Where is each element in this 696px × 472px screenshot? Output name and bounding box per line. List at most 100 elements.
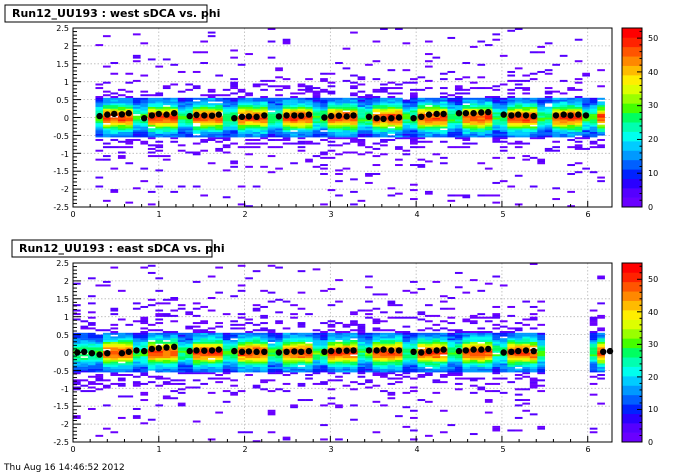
heatmap-cell	[177, 404, 186, 407]
heatmap-cell	[95, 370, 104, 373]
heatmap-cell	[597, 180, 605, 183]
heatmap-cell	[117, 416, 126, 419]
heatmap-cell	[537, 336, 546, 339]
heatmap-cell	[522, 122, 531, 125]
heatmap-cell	[327, 130, 336, 133]
heatmap-cell	[230, 110, 238, 113]
heatmap-cell	[447, 341, 456, 344]
heatmap-cell	[245, 121, 253, 124]
heatmap-cell	[117, 130, 126, 133]
heatmap-cell	[439, 119, 448, 122]
heatmap-cell	[417, 99, 426, 102]
heatmap-cell	[372, 155, 381, 158]
heatmap-cell	[282, 137, 291, 140]
heatmap-cell	[125, 142, 134, 145]
heatmap-cell	[567, 133, 575, 136]
heatmap-cell	[492, 124, 501, 127]
heatmap-cell	[312, 97, 321, 100]
heatmap-cell	[177, 130, 186, 133]
heatmap-cell	[589, 347, 598, 350]
heatmap-cell	[192, 70, 201, 73]
heatmap-cell	[380, 133, 388, 136]
east-xtick-label-2: 2	[242, 445, 247, 454]
heatmap-cell	[357, 108, 366, 111]
heatmap-cell	[222, 144, 231, 147]
heatmap-cell	[380, 124, 388, 127]
heatmap-cell	[147, 365, 156, 368]
heatmap-cell	[589, 106, 598, 109]
heatmap-cell	[320, 110, 328, 113]
heatmap-cell	[402, 104, 411, 107]
profile-marker	[335, 347, 343, 354]
heatmap-cell	[312, 108, 321, 111]
heatmap-cell	[215, 334, 223, 337]
heatmap-cell	[387, 103, 396, 106]
heatmap-cell	[155, 94, 164, 97]
heatmap-cell	[365, 112, 373, 115]
heatmap-cell	[447, 347, 456, 350]
heatmap-cell	[507, 343, 516, 346]
heatmap-cell	[537, 366, 546, 369]
heatmap-cell	[484, 121, 493, 124]
heatmap-cell	[402, 391, 411, 394]
heatmap-cell	[297, 325, 306, 328]
profile-marker	[193, 111, 200, 119]
heatmap-cell	[387, 336, 396, 339]
heatmap-cell	[372, 172, 381, 175]
heatmap-cell	[477, 338, 486, 341]
heatmap-cell	[275, 131, 283, 134]
heatmap-cell	[312, 133, 321, 136]
profile-marker	[440, 346, 447, 353]
heatmap-cell	[305, 126, 313, 129]
heatmap-cell	[185, 130, 194, 133]
heatmap-cell	[312, 112, 321, 115]
heatmap-cell	[73, 334, 81, 337]
heatmap-cell	[140, 359, 149, 362]
heatmap-cell	[147, 58, 156, 61]
heatmap-cell	[237, 345, 246, 348]
heatmap-cell	[222, 339, 231, 342]
heatmap-cell	[290, 128, 298, 131]
heatmap-cell	[357, 357, 366, 360]
east-color-palette	[622, 263, 642, 443]
heatmap-cell	[410, 97, 418, 100]
heatmap-cell	[95, 126, 104, 129]
heatmap-cell	[252, 368, 261, 371]
heatmap-cell	[499, 331, 508, 334]
heatmap-cell	[237, 316, 246, 319]
heatmap-cell	[589, 112, 598, 115]
profile-marker	[343, 347, 350, 354]
heatmap-cell	[312, 356, 321, 359]
heatmap-cell	[342, 124, 351, 127]
heatmap-cell	[410, 357, 418, 360]
heatmap-cell	[529, 313, 538, 316]
heatmap-cell	[335, 137, 343, 140]
heatmap-cell	[507, 356, 516, 359]
heatmap-cell	[305, 345, 313, 348]
heatmap-cell	[499, 140, 508, 143]
heatmap-cell	[417, 76, 426, 79]
heatmap-cell	[102, 90, 111, 93]
heatmap-cell	[147, 418, 156, 421]
heatmap-cell	[417, 158, 426, 161]
heatmap-cell	[132, 407, 141, 410]
heatmap-cell	[252, 101, 261, 104]
heatmap-cell	[320, 438, 328, 441]
heatmap-cell	[140, 393, 149, 396]
heatmap-cell	[245, 205, 253, 208]
heatmap-cell	[260, 343, 268, 346]
heatmap-cell	[125, 121, 134, 124]
heatmap-cell	[207, 35, 216, 38]
heatmap-cell	[507, 366, 516, 369]
heatmap-cell	[529, 316, 538, 319]
heatmap-cell	[395, 354, 403, 357]
heatmap-cell	[567, 122, 575, 125]
heatmap-cell	[410, 164, 418, 167]
heatmap-cell	[350, 322, 358, 325]
heatmap-cell	[544, 128, 553, 131]
heatmap-cell	[544, 133, 553, 136]
heatmap-cell	[477, 354, 486, 357]
heatmap-cell	[335, 356, 343, 359]
heatmap-cell	[95, 375, 104, 378]
heatmap-cell	[275, 67, 283, 70]
